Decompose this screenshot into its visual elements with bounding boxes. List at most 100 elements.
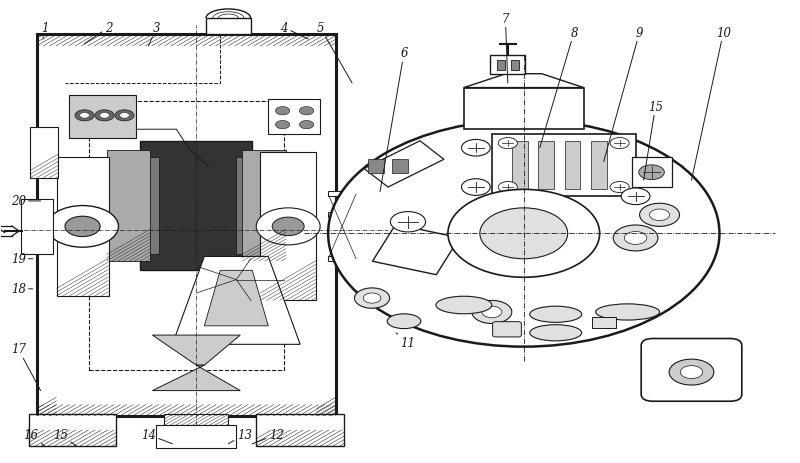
- Circle shape: [100, 113, 110, 119]
- Text: 11: 11: [396, 333, 415, 349]
- Bar: [157, 425, 236, 449]
- Bar: [236, 157, 250, 255]
- Text: 5: 5: [316, 22, 352, 84]
- Text: 8: 8: [540, 26, 578, 149]
- Bar: [29, 414, 117, 446]
- Circle shape: [650, 210, 670, 221]
- Text: 2: 2: [85, 22, 112, 44]
- Circle shape: [498, 182, 518, 193]
- Text: 15: 15: [53, 428, 77, 446]
- Polygon shape: [364, 142, 444, 188]
- Circle shape: [625, 232, 646, 245]
- Circle shape: [275, 107, 290, 116]
- Bar: [256, 414, 344, 446]
- Bar: [368, 160, 384, 174]
- Circle shape: [614, 225, 658, 251]
- Circle shape: [46, 206, 118, 248]
- Circle shape: [115, 111, 134, 122]
- Ellipse shape: [530, 325, 582, 341]
- Text: 7: 7: [502, 13, 509, 84]
- Circle shape: [272, 218, 304, 236]
- Text: 13: 13: [228, 428, 252, 444]
- Text: 14: 14: [141, 428, 172, 444]
- Bar: [464, 88, 584, 130]
- Bar: [328, 235, 350, 241]
- Bar: [328, 212, 350, 218]
- Bar: [490, 56, 526, 75]
- Circle shape: [80, 113, 90, 119]
- Bar: [57, 157, 109, 296]
- Circle shape: [638, 165, 664, 180]
- Circle shape: [75, 111, 94, 122]
- Circle shape: [622, 188, 650, 205]
- Circle shape: [482, 307, 502, 318]
- Bar: [165, 414, 228, 425]
- Ellipse shape: [436, 297, 492, 314]
- Ellipse shape: [530, 307, 582, 323]
- Bar: [242, 151, 286, 262]
- Bar: [30, 128, 58, 178]
- Bar: [592, 317, 616, 328]
- Circle shape: [610, 138, 630, 150]
- Bar: [268, 100, 320, 135]
- Bar: [565, 142, 581, 190]
- Polygon shape: [153, 365, 240, 391]
- Bar: [492, 135, 635, 197]
- Text: 6: 6: [380, 47, 408, 192]
- Ellipse shape: [387, 314, 421, 329]
- Circle shape: [448, 190, 600, 278]
- Circle shape: [680, 366, 702, 379]
- Circle shape: [65, 217, 100, 237]
- Text: 12: 12: [252, 428, 284, 444]
- Text: 3: 3: [149, 22, 160, 47]
- Bar: [89, 102, 284, 370]
- Bar: [512, 142, 528, 190]
- Text: 18: 18: [10, 283, 33, 296]
- FancyBboxPatch shape: [641, 339, 742, 401]
- Text: 20: 20: [10, 195, 41, 208]
- Text: 16: 16: [23, 428, 45, 446]
- Circle shape: [472, 301, 512, 324]
- Circle shape: [498, 138, 518, 150]
- Bar: [328, 256, 356, 262]
- Bar: [591, 142, 607, 190]
- Circle shape: [275, 121, 290, 130]
- Circle shape: [610, 182, 630, 193]
- Bar: [69, 95, 137, 139]
- Bar: [37, 35, 336, 416]
- Bar: [21, 199, 53, 255]
- Circle shape: [299, 107, 314, 116]
- Polygon shape: [373, 225, 459, 275]
- Bar: [538, 142, 554, 190]
- Text: 17: 17: [10, 343, 41, 391]
- Circle shape: [669, 359, 714, 385]
- Circle shape: [256, 208, 320, 245]
- Text: 10: 10: [691, 26, 731, 181]
- Bar: [511, 61, 519, 71]
- Text: 15: 15: [643, 100, 663, 181]
- Bar: [206, 19, 250, 35]
- Text: 1: 1: [41, 22, 48, 40]
- Circle shape: [462, 179, 490, 196]
- Circle shape: [639, 204, 679, 227]
- Text: 19: 19: [10, 253, 33, 266]
- Circle shape: [462, 140, 490, 156]
- Circle shape: [354, 288, 390, 309]
- Text: 9: 9: [604, 26, 643, 162]
- Ellipse shape: [596, 304, 659, 320]
- Circle shape: [363, 294, 381, 304]
- FancyBboxPatch shape: [493, 322, 522, 337]
- Bar: [106, 151, 150, 262]
- Polygon shape: [204, 271, 268, 326]
- Circle shape: [390, 212, 426, 232]
- Bar: [497, 61, 505, 71]
- Text: 4: 4: [281, 22, 308, 40]
- Bar: [328, 191, 356, 197]
- Polygon shape: [464, 75, 584, 88]
- Bar: [260, 153, 316, 301]
- Polygon shape: [172, 257, 300, 344]
- Bar: [631, 157, 671, 188]
- Circle shape: [120, 113, 130, 119]
- Bar: [141, 142, 252, 271]
- Circle shape: [95, 111, 114, 122]
